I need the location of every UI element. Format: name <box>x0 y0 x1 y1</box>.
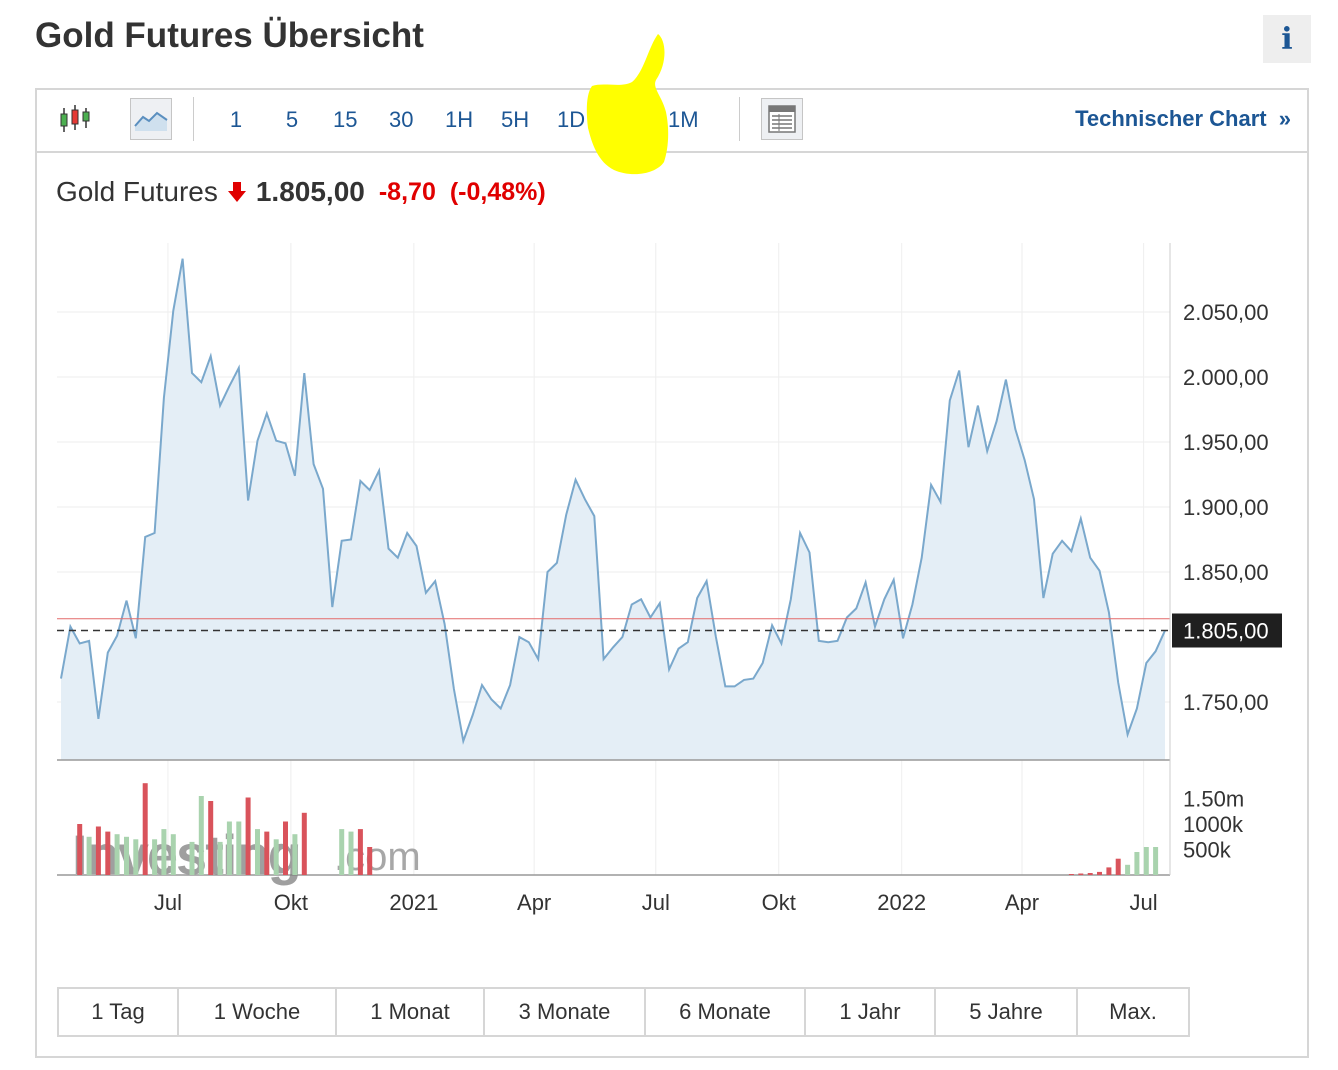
volume-bar <box>170 834 176 875</box>
price-line <box>60 258 1166 745</box>
toolbar-separator <box>193 97 194 141</box>
volume-bar <box>161 829 167 875</box>
volume-tick-label: 1.50m <box>1183 787 1244 812</box>
y-tick-label: 1.900,00 <box>1183 495 1269 520</box>
volume-bar <box>357 829 363 875</box>
range-1-week[interactable]: 1 Woche <box>179 989 337 1035</box>
volume-bar <box>1153 847 1159 875</box>
volume-bar <box>124 836 129 876</box>
interval-30[interactable]: 30 <box>389 107 414 132</box>
volume-bar <box>152 839 158 875</box>
x-tick-label: Apr <box>517 890 551 915</box>
volume-bar <box>1078 873 1084 875</box>
volume-bar <box>86 836 92 876</box>
x-tick-label: Jul <box>642 890 670 915</box>
volume-bar <box>208 801 214 875</box>
interval-15[interactable]: 15 <box>333 107 358 132</box>
current-price-label: 1.805,00 <box>1183 619 1269 644</box>
range-5-years[interactable]: 5 Jahre <box>936 989 1078 1035</box>
volume-bar <box>236 821 242 875</box>
volume-bar <box>133 839 139 875</box>
volume-bar <box>348 831 354 875</box>
volume-bar <box>255 829 260 875</box>
current-price-box <box>1172 613 1282 648</box>
y-tick-label: 2.000,00 <box>1183 365 1269 390</box>
range-3-months[interactable]: 3 Monate <box>485 989 646 1035</box>
technical-chart-link[interactable]: Technischer Chart » <box>1075 106 1291 132</box>
range-1-day[interactable]: 1 Tag <box>59 989 179 1035</box>
volume-bar <box>1087 873 1093 875</box>
range-max[interactable]: Max. <box>1078 989 1188 1035</box>
interval-1d[interactable]: 1D <box>557 107 586 132</box>
x-tick-label: Jul <box>1130 890 1158 915</box>
volume-bar <box>1097 871 1102 875</box>
volume-bar <box>1106 867 1112 875</box>
instrument-name: Gold Futures <box>56 176 218 207</box>
volume-bar <box>292 834 298 875</box>
volume-bar <box>1068 874 1074 875</box>
volume-bar <box>301 812 307 875</box>
price-change: -8,70 <box>378 177 436 206</box>
volume-bar <box>367 847 373 875</box>
volume-bar <box>189 841 195 875</box>
volume-bar <box>105 831 111 875</box>
volume-bar <box>114 834 120 875</box>
volume-bar <box>1115 858 1121 875</box>
price-change-percent: (-0,48%) <box>449 177 546 206</box>
double-chevron-right-icon: » <box>1278 106 1291 131</box>
volume-bar <box>226 821 232 875</box>
x-tick-label: 2021 <box>389 890 438 915</box>
y-tick-label: 1.850,00 <box>1183 560 1269 585</box>
volume-bar <box>339 829 345 875</box>
x-tick-label: Okt <box>762 890 796 915</box>
quote-header: Gold Futures 1.805,00 -8,70 (-0,48%) <box>56 175 546 209</box>
x-tick-label: 2022 <box>877 890 926 915</box>
technical-chart-label: Technischer Chart <box>1075 106 1267 131</box>
volume-bar <box>198 796 204 875</box>
volume-tick-label: 1000k <box>1183 812 1244 837</box>
volume-bar <box>77 824 83 875</box>
volume-bar <box>273 839 279 875</box>
volume-bar <box>245 797 251 875</box>
y-tick-label: 1.950,00 <box>1183 430 1269 455</box>
candlestick-icon[interactable] <box>54 98 96 140</box>
volume-bar <box>142 783 148 875</box>
volume-tick-label: 500k <box>1183 838 1232 863</box>
range-1-month[interactable]: 1 Monat <box>337 989 485 1035</box>
info-button[interactable]: i <box>1263 15 1311 63</box>
interval-1[interactable]: 1 <box>229 107 243 132</box>
toolbar-separator <box>739 97 740 141</box>
interval-5[interactable]: 5 <box>285 107 299 132</box>
volume-bar <box>95 826 101 875</box>
volume-bar <box>1125 864 1131 875</box>
chart-toolbar: 1 5 15 30 1H 5H 1D 1W 1M Technischer Cha… <box>37 90 1307 153</box>
volume-bar <box>1143 847 1149 875</box>
range-6-months[interactable]: 6 Monate <box>646 989 806 1035</box>
interval-5h[interactable]: 5H <box>501 107 530 132</box>
x-tick-label: Okt <box>274 890 308 915</box>
data-table-icon[interactable] <box>761 98 803 140</box>
chart-panel: 1 5 15 30 1H 5H 1D 1W 1M Technischer Cha… <box>35 88 1309 1058</box>
volume-bar <box>283 821 288 875</box>
price-area <box>61 258 1165 760</box>
investing-watermark: Investing <box>72 823 300 886</box>
interval-1h[interactable]: 1H <box>445 107 474 132</box>
area-chart-icon[interactable] <box>130 98 172 140</box>
x-tick-label: Jul <box>154 890 182 915</box>
volume-bar <box>264 831 270 875</box>
page-title: Gold Futures Übersicht <box>35 16 424 55</box>
range-1-year[interactable]: 1 Jahr <box>806 989 936 1035</box>
last-price: 1.805,00 <box>255 176 365 207</box>
y-tick-label: 2.050,00 <box>1183 300 1269 325</box>
x-tick-label: Apr <box>1005 890 1039 915</box>
range-selector: 1 Tag 1 Woche 1 Monat 3 Monate 6 Monate … <box>57 987 1190 1037</box>
interval-1m[interactable]: 1M <box>668 107 699 132</box>
volume-bar <box>217 841 223 875</box>
y-tick-label: 1.750,00 <box>1183 690 1269 715</box>
volume-bar <box>1134 852 1140 875</box>
investing-watermark-suffix: .com <box>334 835 421 879</box>
arrow-down-icon <box>227 182 246 202</box>
